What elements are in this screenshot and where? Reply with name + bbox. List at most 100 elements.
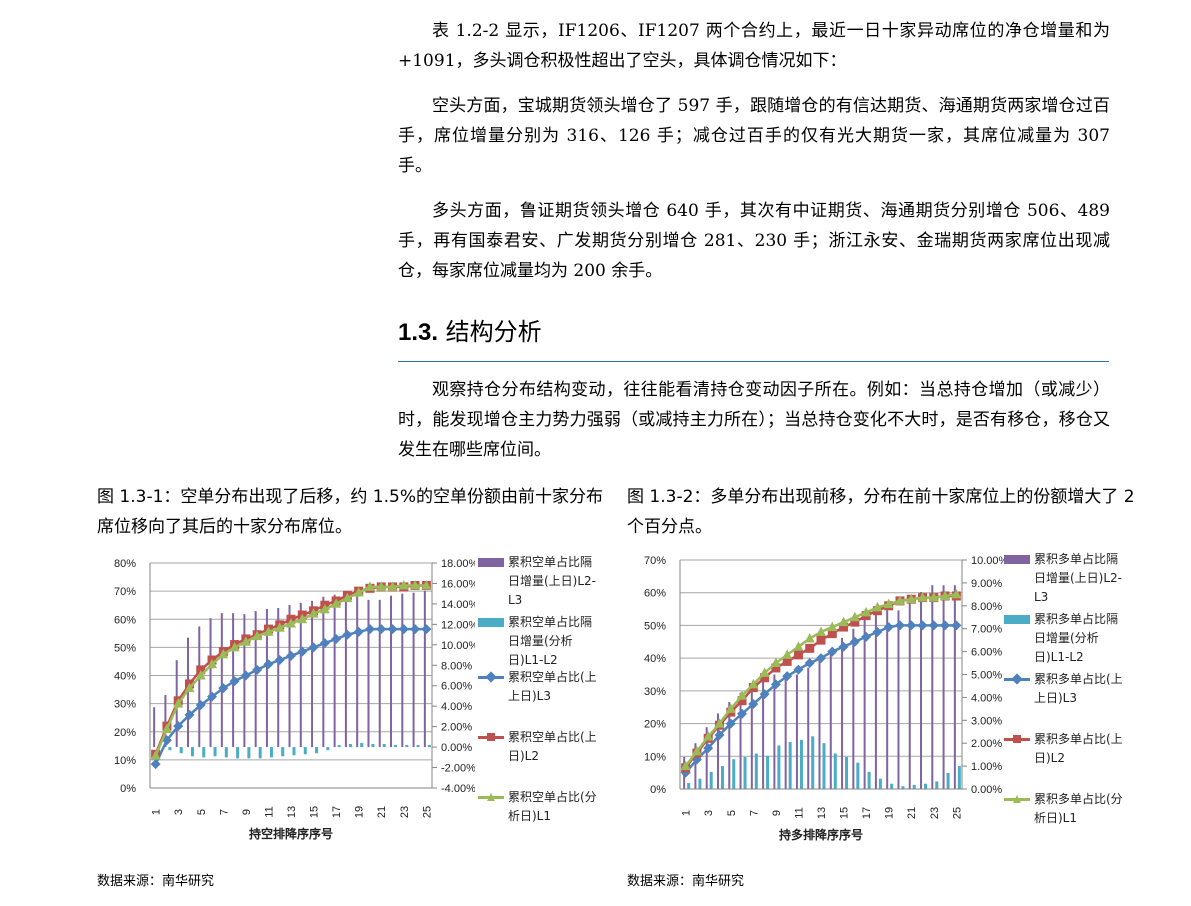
bar (878, 778, 882, 789)
bar (709, 771, 713, 789)
bar (360, 743, 364, 748)
bar (750, 683, 753, 789)
data-point (342, 629, 353, 640)
x-tick-label: 19 (354, 806, 366, 818)
legend-item: 累积空单占比隔日增量(上日)L2-L3 (478, 553, 600, 610)
y-left-tick-label: 60% (644, 588, 666, 600)
x-tick-label: 21 (906, 807, 918, 819)
bar (198, 626, 201, 748)
x-tick-label: 5 (196, 809, 208, 815)
data-point (850, 617, 860, 627)
bar (920, 592, 923, 789)
bar (344, 593, 347, 748)
bar (890, 783, 894, 789)
data-point (398, 580, 409, 590)
bar (186, 637, 189, 748)
bar (766, 755, 770, 789)
bar (382, 744, 386, 748)
bar (209, 618, 212, 748)
data-point (838, 641, 849, 652)
bar (315, 747, 319, 754)
data-point (917, 620, 928, 631)
data-point (861, 631, 872, 642)
bar (822, 743, 826, 789)
bar (694, 743, 697, 789)
section-text: 观察持仓分布结构变动，往往能看清持仓变动因子所在。例如：当总持仓增加（或减少）时… (398, 375, 1110, 465)
data-point (421, 580, 432, 590)
figure-1-caption: 图 1.3-1：空单分布出现了后移，约 1.5%的空单份额由前十家分布席位移向了… (97, 487, 603, 537)
data-point (196, 665, 206, 675)
bar (852, 628, 855, 789)
bar (942, 585, 945, 789)
bar (957, 766, 961, 789)
data-point (793, 641, 804, 651)
x-tick-label: 23 (399, 806, 411, 818)
legend-label: 累积多单占比隔日增量(分析日)L1-L2 (1034, 612, 1119, 664)
bar (337, 745, 341, 748)
y-left-tick-label: 40% (114, 671, 136, 683)
data-point (759, 667, 770, 677)
bar (863, 619, 866, 789)
data-point (849, 636, 860, 647)
y-right-tick-label: 10.00% (971, 555, 1005, 567)
legend-marker (1013, 735, 1021, 743)
x-tick-label: 17 (331, 806, 343, 818)
series-line (684, 624, 957, 774)
data-point (793, 664, 804, 675)
legend-swatch (478, 618, 504, 627)
data-point (928, 620, 939, 631)
data-point (805, 643, 815, 653)
data-point (770, 679, 781, 690)
bar (292, 747, 296, 756)
data-point (421, 624, 432, 635)
data-point (173, 721, 184, 732)
intro-text: 表 1.2-2 显示，IF1206、IF1207 两个合约上，最近一日十家异动席… (398, 16, 1110, 286)
y-right-tick-label: 16.00% (441, 578, 475, 590)
y-left-tick-label: 0% (120, 783, 136, 795)
data-point (353, 626, 364, 637)
y-right-tick-label: 4.00% (441, 701, 472, 713)
bar (367, 599, 370, 748)
data-point (793, 650, 803, 660)
y-left-tick-label: 0% (650, 784, 666, 796)
data-point (364, 624, 375, 635)
bar (247, 747, 251, 759)
data-point (342, 592, 353, 603)
x-tick-label: 1 (151, 809, 163, 815)
legend-swatch (1004, 615, 1030, 624)
legend-label: 累积空单占比(分析日)L1 (508, 790, 597, 823)
bar (867, 771, 871, 789)
data-point (816, 626, 826, 636)
section-title: 结构分析 (445, 318, 542, 346)
bar (732, 759, 736, 789)
x-tick-label: 21 (376, 806, 388, 818)
bar (946, 772, 950, 789)
figure-2-caption: 图 1.3-2：多单分布出现前移，分布在前十家席位上的份额增大了 2 个百分点。 (627, 487, 1135, 537)
y-left-tick-label: 30% (114, 699, 136, 711)
section-heading: 1.3. 结构分析 (398, 312, 542, 347)
x-tick-label: 25 (951, 807, 963, 819)
data-point (725, 718, 736, 729)
y-left-tick-label: 70% (114, 586, 136, 598)
data-point (917, 592, 928, 602)
data-point (184, 682, 195, 693)
data-point (195, 670, 206, 680)
legend-label: 累积多单占比(上上日)L3 (1034, 672, 1123, 705)
legend-swatch (478, 793, 504, 801)
y-left-tick-label: 40% (644, 653, 666, 665)
x-tick-label: 7 (218, 809, 230, 815)
data-point (816, 635, 826, 645)
data-point (872, 626, 883, 637)
bar (265, 609, 268, 748)
data-point (703, 731, 714, 741)
bar (908, 598, 911, 789)
bar (829, 649, 832, 789)
bar (931, 585, 934, 789)
section-number: 1.3. (398, 319, 439, 346)
bar (716, 713, 719, 789)
data-point (906, 620, 917, 631)
x-tick-label: 11 (263, 806, 275, 817)
legend-label: 累积多单占比隔日增量(上日)L2-L3 (1034, 552, 1123, 604)
y-right-tick-label: 0.00% (971, 784, 1002, 796)
